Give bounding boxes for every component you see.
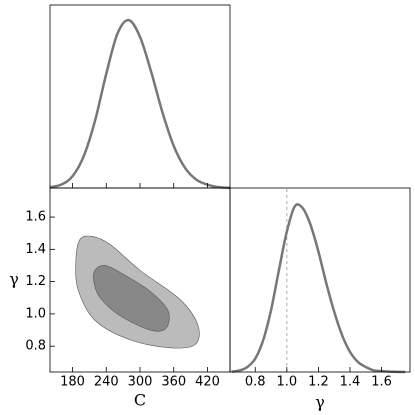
- x-tick-label: 0.8: [245, 375, 266, 390]
- x-tick-label: 420: [195, 375, 220, 390]
- x-tick-label: 360: [161, 375, 186, 390]
- panel-frame: [49, 4, 231, 189]
- x-tick-label: 240: [94, 375, 119, 390]
- x-tick-label: 1.0: [276, 375, 297, 390]
- y-axis-label: γ: [9, 270, 19, 289]
- y-tick-label: 0.8: [25, 339, 46, 354]
- panel-frame: [229, 187, 411, 373]
- contour-region: [93, 265, 170, 332]
- x-axis-label: γ: [315, 393, 325, 412]
- density-curve: [231, 203, 406, 374]
- y-tick-label: 1.0: [25, 306, 46, 321]
- x-tick-label: 180: [60, 375, 85, 390]
- y-tick-label: 1.6: [25, 210, 46, 225]
- x-axis-label: C: [134, 391, 146, 410]
- density-curve: [49, 18, 231, 190]
- y-tick-label: 1.2: [25, 274, 46, 289]
- y-tick-label: 1.4: [25, 242, 46, 257]
- x-tick-label: 300: [128, 375, 153, 390]
- x-tick-label: 1.2: [308, 375, 329, 390]
- x-tick-label: 1.6: [371, 375, 392, 390]
- x-tick-label: 1.4: [340, 375, 361, 390]
